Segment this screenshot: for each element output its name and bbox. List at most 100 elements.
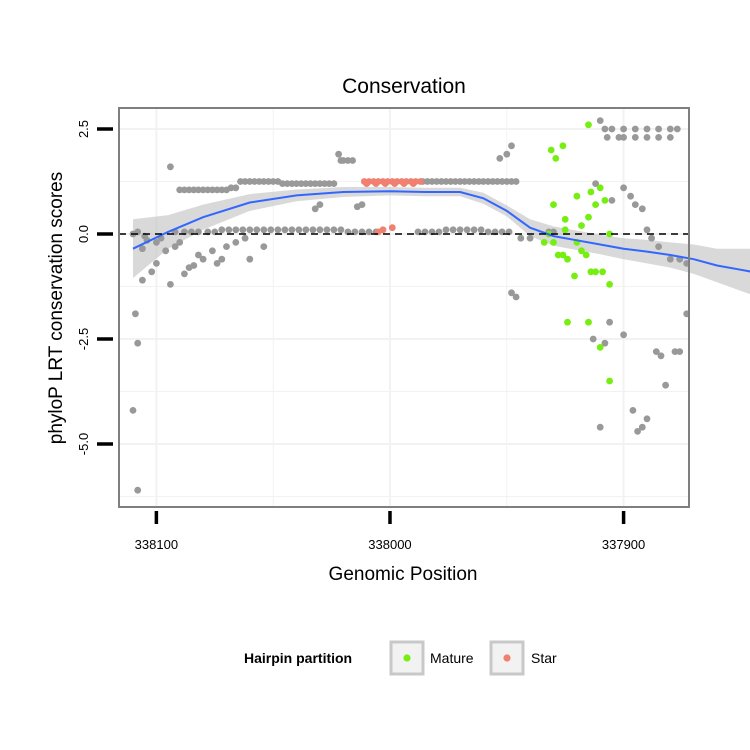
legend-label: Star [531, 650, 557, 666]
chart-title: Conservation [342, 75, 466, 98]
data-point-other [281, 226, 289, 234]
data-point-other [344, 157, 352, 164]
series-star [360, 178, 424, 236]
y-tick-label: -2.5 [76, 328, 91, 350]
data-point-other [269, 178, 277, 185]
data-point-other [494, 178, 501, 185]
data-point-other [311, 205, 319, 213]
data-point-other [634, 428, 641, 435]
data-point-mature [585, 121, 592, 129]
data-point-other [227, 184, 235, 192]
y-axis-title: phyloP LRT conservation scores [46, 172, 67, 445]
data-point-mature [564, 318, 571, 326]
data-point-other [139, 245, 146, 253]
data-point-other [643, 134, 651, 141]
data-point-other [325, 180, 333, 188]
data-point-other [484, 228, 492, 236]
data-point-mature [550, 239, 557, 246]
data-point-mature [550, 201, 557, 209]
data-point-other [209, 247, 216, 255]
data-point-other [218, 186, 226, 194]
data-point-other [461, 178, 469, 185]
data-point-other [433, 178, 441, 185]
data-point-other [643, 415, 651, 423]
data-point-other [195, 186, 202, 194]
data-point-other [428, 178, 436, 185]
data-point-mature [606, 230, 613, 238]
data-point-star [381, 180, 389, 188]
legend-marker [503, 654, 511, 662]
y-tick-label: 0.0 [76, 225, 91, 243]
data-point-other [176, 186, 184, 194]
data-point-other [601, 339, 609, 347]
data-point-other [596, 117, 604, 124]
data-point-other [246, 178, 254, 185]
data-point-other [638, 423, 646, 431]
data-point-other [652, 348, 660, 355]
data-point-mature [561, 226, 569, 234]
data-point-other [195, 251, 202, 259]
data-point-other [466, 178, 473, 185]
data-point-other [365, 228, 373, 236]
data-point-other [218, 226, 226, 234]
data-point-other [517, 234, 525, 242]
data-point-other [589, 335, 597, 343]
series-mature [540, 121, 613, 385]
data-point-other [596, 423, 604, 431]
data-point-other [442, 226, 450, 234]
data-point-other [648, 234, 655, 242]
data-point-other [526, 234, 534, 242]
data-point-other [218, 255, 226, 263]
data-point-mature [587, 188, 595, 196]
data-point-other [162, 247, 170, 255]
data-point-other [449, 226, 457, 234]
legend-key [389, 640, 425, 676]
plot-panel-border [118, 107, 690, 508]
legend-key [489, 640, 525, 676]
data-point-other [335, 150, 342, 158]
data-point-other [601, 125, 609, 133]
data-point-other [225, 226, 233, 234]
data-point-other [349, 157, 356, 164]
data-point-other [199, 186, 207, 194]
data-point-other [213, 186, 221, 194]
data-point-star [379, 226, 387, 234]
data-point-other [673, 125, 681, 133]
data-point-mature [554, 251, 562, 259]
data-point-other [246, 226, 254, 234]
data-point-other [484, 178, 492, 185]
data-point-other [167, 281, 174, 288]
data-point-mature [596, 184, 604, 192]
data-point-other [153, 239, 160, 246]
data-point-other [447, 178, 455, 185]
data-point-other [181, 186, 188, 194]
data-point-mature [587, 268, 595, 276]
legend-label: Mature [430, 650, 474, 666]
data-point-other [615, 134, 623, 141]
data-point-other [666, 125, 674, 133]
data-point-mature [599, 268, 606, 276]
data-point-other [620, 134, 627, 141]
data-point-mature [601, 197, 609, 204]
data-point-mature [592, 268, 599, 276]
data-point-other [153, 260, 160, 267]
data-point-other [223, 243, 230, 251]
data-point-other [452, 178, 459, 185]
data-point-other [232, 239, 240, 246]
data-point-mature [564, 255, 571, 263]
data-point-other [129, 407, 137, 414]
data-point-star [372, 180, 380, 188]
confidence-band-layer [133, 187, 750, 295]
data-point-other [181, 270, 188, 278]
data-point-other [671, 348, 679, 355]
data-point-other [260, 226, 268, 234]
data-point-star [391, 180, 399, 188]
data-point-other [655, 243, 662, 251]
data-point-other [629, 407, 637, 414]
data-point-other [209, 186, 216, 194]
data-point-other [302, 180, 310, 188]
data-point-other [295, 226, 303, 234]
data-point-mature [606, 377, 613, 385]
x-tick-label: 337900 [602, 537, 645, 552]
data-point-other [608, 197, 616, 204]
